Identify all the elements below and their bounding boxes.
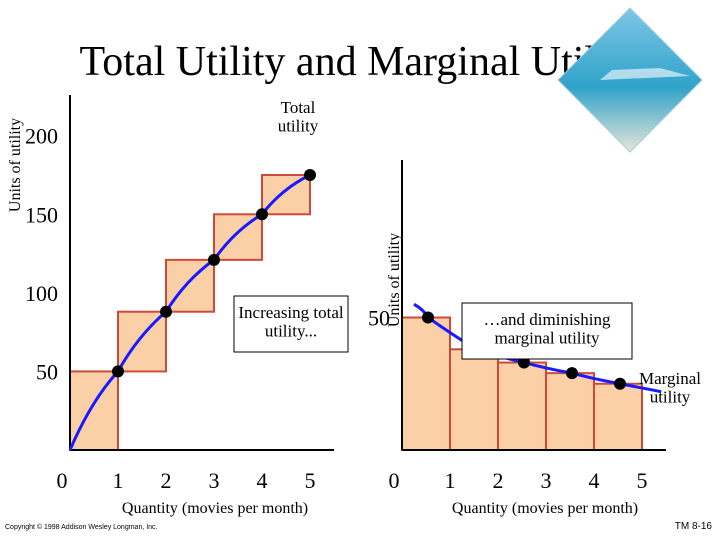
label-line: utility xyxy=(278,117,319,136)
decorative-photo xyxy=(557,7,703,153)
bar-1 xyxy=(401,316,451,451)
data-point-2 xyxy=(160,305,172,318)
data-point-1 xyxy=(422,311,434,324)
label-line: utility... xyxy=(265,322,317,341)
data-point-4 xyxy=(256,208,268,221)
bar-3 xyxy=(165,258,215,313)
bar-5 xyxy=(593,382,643,451)
data-point-5 xyxy=(614,377,626,390)
annotation-box xyxy=(233,295,349,353)
data-point-3 xyxy=(208,253,220,266)
x-tick-label: 5 xyxy=(637,468,648,493)
data-point-1 xyxy=(112,365,124,378)
data-point-5 xyxy=(304,169,316,181)
x-tick-label: 3 xyxy=(209,468,220,493)
bar-4 xyxy=(213,213,263,261)
x-tick-label: 4 xyxy=(257,468,268,493)
annotation-text: Increasing total utility... xyxy=(238,303,344,341)
y-axis-label: Units of utility xyxy=(386,233,403,327)
bar-1 xyxy=(69,370,119,451)
x-tick-label: 5 xyxy=(305,468,316,493)
label-line: …and diminishing xyxy=(483,310,611,329)
label-line: utility xyxy=(650,388,691,407)
label-line: Total xyxy=(281,98,316,117)
x-tick-label: 2 xyxy=(161,468,172,493)
x-axis-label: Quantity (movies per month) xyxy=(122,500,308,517)
copyright: Copyright © 1998 Addison Wesley Longman,… xyxy=(5,524,158,531)
bar-2 xyxy=(449,348,499,451)
y-tick-label: 100 xyxy=(25,281,58,306)
label-line: Marginal xyxy=(639,369,701,388)
data-point-4 xyxy=(566,367,578,380)
label-line: Increasing total xyxy=(238,303,344,322)
total-utility-chart: 0 1 2 3 4 5 50 100 150 200 Quantity (movies per mo… xyxy=(7,95,349,517)
y-tick-label: 150 xyxy=(25,202,58,227)
x-tick-label: 3 xyxy=(541,468,552,493)
bar-2 xyxy=(117,310,167,373)
x-tick-label: 4 xyxy=(589,468,600,493)
x-tick-label: 2 xyxy=(493,468,504,493)
curve-label: Total utility xyxy=(278,98,319,136)
x-axis-label: Quantity (movies per month) xyxy=(452,500,638,517)
y-tick-label: 200 xyxy=(25,124,58,149)
y-tick-label: 50 xyxy=(36,359,58,384)
curve-label: Marginal utility xyxy=(639,369,701,407)
x-tick-label: 0 xyxy=(389,468,400,493)
x-tick-label: 1 xyxy=(113,468,124,493)
bar-5 xyxy=(261,174,311,216)
marginal-utility-chart: 0 1 2 3 4 5 50 Quantity (movies per month) Units… xyxy=(368,160,701,517)
bar-4 xyxy=(545,372,595,451)
label-line: marginal utility xyxy=(495,329,600,348)
data-point-3 xyxy=(518,356,530,369)
bar-3 xyxy=(497,361,547,451)
annotation-text: …and diminishing marginal utility xyxy=(483,310,611,348)
x-tick-label: 0 xyxy=(57,468,68,493)
annotation-box xyxy=(461,302,633,360)
y-axis-label: Units of utility xyxy=(7,118,24,212)
slide-number: TM 8-16 xyxy=(674,521,712,532)
y-tick-label: 50 xyxy=(368,306,390,331)
x-tick-label: 1 xyxy=(445,468,456,493)
slide-title: Total Utility and Marginal Utility xyxy=(79,39,641,85)
